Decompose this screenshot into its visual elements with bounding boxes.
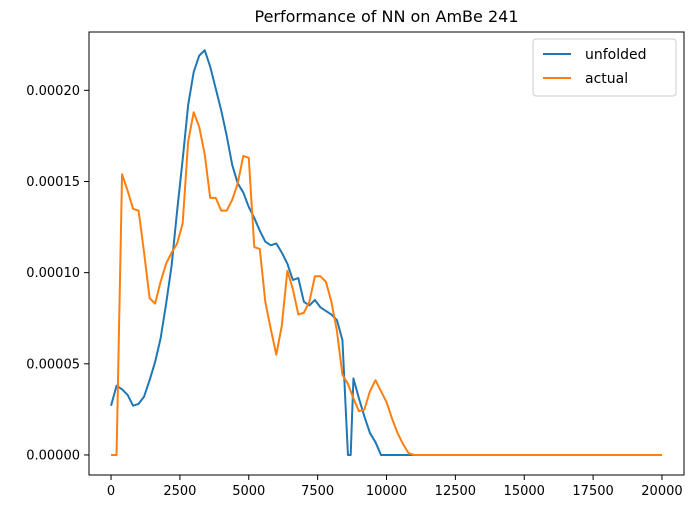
x-tick-label: 20000 bbox=[641, 484, 682, 499]
series-layer bbox=[110, 49, 662, 456]
legend-label-actual: actual bbox=[585, 71, 628, 87]
x-tick-label: 7500 bbox=[301, 484, 334, 499]
y-tick-label: 0.00000 bbox=[26, 448, 80, 463]
x-tick-label: 5000 bbox=[232, 484, 265, 499]
x-tick-label: 17500 bbox=[572, 484, 613, 499]
y-tick-label: 0.00010 bbox=[26, 266, 80, 281]
series-line-actual bbox=[111, 111, 662, 456]
legend: unfolded actual bbox=[532, 38, 677, 97]
series-line-unfolded bbox=[110, 49, 662, 456]
y-tick-label: 0.00020 bbox=[26, 84, 80, 99]
legend-label-unfolded: unfolded bbox=[585, 47, 647, 63]
chart-title: Performance of NN on AmBe 241 bbox=[255, 7, 519, 26]
x-tick-label: 15000 bbox=[504, 484, 545, 499]
y-tick-label: 0.00005 bbox=[26, 357, 80, 372]
x-axis: 0 2500 5000 7500 10000 12500 15000 17500 20000 bbox=[107, 475, 683, 499]
x-tick-label: 0 bbox=[107, 484, 115, 499]
y-axis: 0.00000 0.00005 0.00010 0.00015 0.00020 bbox=[26, 84, 89, 463]
x-tick-label: 12500 bbox=[435, 484, 476, 499]
plot-frame bbox=[88, 31, 685, 476]
plot-area bbox=[88, 31, 685, 476]
y-tick-label: 0.00015 bbox=[26, 175, 80, 190]
x-tick-label: 10000 bbox=[366, 484, 407, 499]
x-tick-label: 2500 bbox=[163, 484, 196, 499]
